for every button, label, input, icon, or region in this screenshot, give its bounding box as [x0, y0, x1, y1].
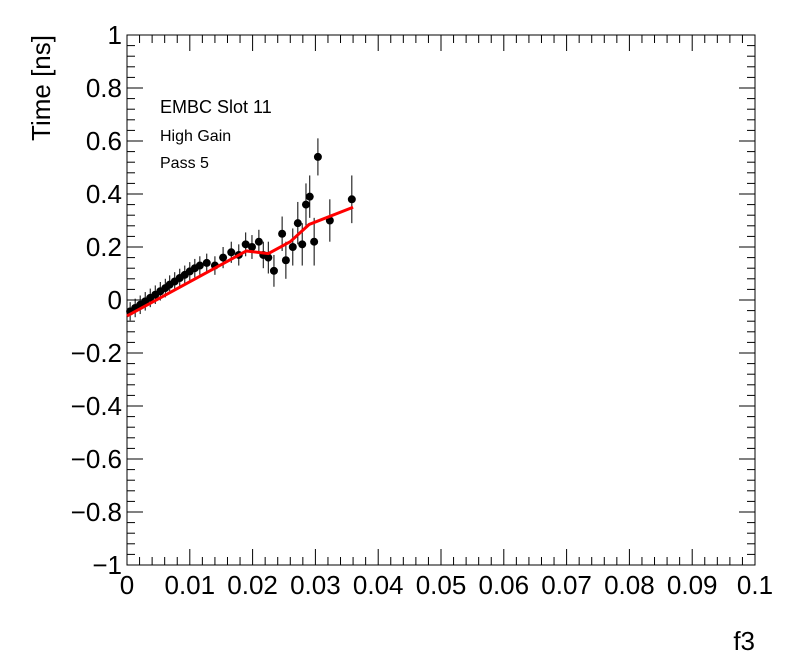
point	[227, 248, 236, 257]
y-tick-label: −0.4	[71, 391, 122, 421]
x-tick-label: 0.02	[227, 570, 278, 600]
y-tick-label: 1	[108, 20, 122, 50]
point	[269, 266, 278, 275]
point	[278, 229, 287, 238]
annotation: High Gain	[160, 128, 231, 145]
annotation: Pass 5	[160, 155, 209, 172]
x-tick-label: 0.01	[164, 570, 215, 600]
y-tick-label: 0.2	[86, 232, 122, 262]
point	[347, 195, 356, 204]
point	[313, 152, 322, 161]
point	[305, 192, 314, 201]
point	[219, 253, 228, 262]
point	[288, 243, 297, 251]
y-tick-label: 0.8	[86, 73, 122, 103]
point	[241, 240, 250, 249]
y-tick-label: 0.6	[86, 126, 122, 156]
y-tick-label: −0.6	[71, 444, 122, 474]
x-axis-label: f3	[733, 626, 755, 656]
annotation: EMBC Slot 11	[160, 97, 272, 117]
x-tick-label: 0.03	[290, 570, 341, 600]
y-tick-label: 0	[108, 285, 122, 315]
fit-line	[126, 205, 354, 318]
point	[301, 200, 310, 209]
x-tick-label: 0.07	[541, 570, 592, 600]
point	[254, 237, 263, 246]
y-tick-label: −1	[92, 550, 122, 580]
y-tick-label: 0.4	[86, 179, 122, 209]
point	[264, 253, 273, 262]
y-tick-label: −0.8	[71, 497, 122, 527]
x-tick-label: 0.08	[604, 570, 655, 600]
x-tick-label: 0.09	[667, 570, 718, 600]
x-tick-label: 0.04	[353, 570, 404, 600]
x-tick-label: 0	[120, 570, 134, 600]
x-tick-label: 0.06	[478, 570, 529, 600]
x-tick-label: 0.1	[737, 570, 773, 600]
point	[310, 237, 319, 246]
point	[298, 240, 307, 249]
point	[293, 219, 302, 228]
point	[247, 243, 256, 251]
point	[281, 256, 290, 265]
point	[202, 258, 211, 267]
y-tick-label: −0.2	[71, 338, 122, 368]
point	[195, 261, 204, 270]
x-tick-label: 0.05	[416, 570, 467, 600]
y-axis-label: Time [ns]	[26, 35, 56, 141]
